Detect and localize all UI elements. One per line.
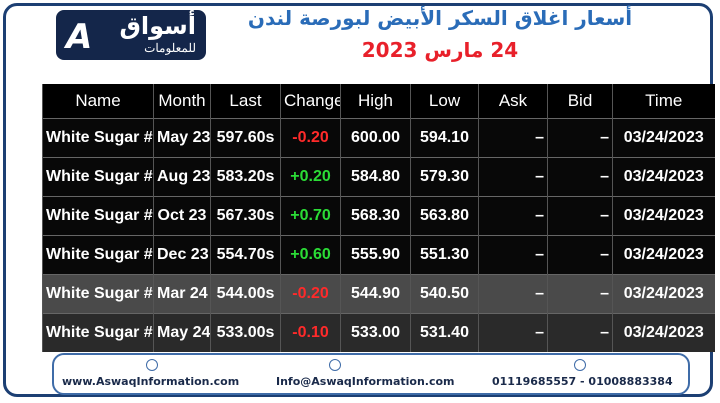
table-cell: White Sugar #5 [42, 274, 154, 314]
column-header: Time [612, 84, 715, 119]
email: Info@AswaqInformation.com [276, 375, 455, 388]
table-cell: – [478, 196, 548, 236]
table-cell: White Sugar #5 [42, 235, 154, 275]
table-cell: Oct 23 [153, 196, 211, 236]
column-header: Ask [478, 84, 548, 119]
table-cell: 544.90 [340, 274, 411, 314]
table-cell: 03/24/2023 [612, 235, 715, 275]
table-cell: 583.20s [210, 157, 281, 197]
table-cell: 03/24/2023 [612, 274, 715, 314]
table-cell: – [547, 118, 613, 158]
table-cell: 533.00s [210, 313, 281, 352]
web-icon [146, 359, 158, 371]
table-row: White Sugar #5 Aug 23 583.20s +0.20 584.80 57… [42, 157, 715, 197]
table-row: White Sugar #5 Mar 24 544.00s -0.20 544.90 54… [42, 274, 715, 314]
table-cell: 03/24/2023 [612, 313, 715, 352]
table-body: White Sugar #5 May 23 597.60s -0.20 600.00 59… [42, 118, 715, 352]
table-cell: White Sugar #5 [42, 118, 154, 158]
table-cell: 533.00 [340, 313, 411, 352]
footer: www.AswaqInformation.com Info@AswaqInfor… [52, 353, 690, 395]
table-cell: White Sugar #5 [42, 313, 154, 352]
table-cell: – [478, 313, 548, 352]
mail-icon [329, 359, 341, 371]
table-cell: +0.70 [280, 196, 341, 236]
table-cell: 03/24/2023 [612, 157, 715, 197]
table-cell: 03/24/2023 [612, 196, 715, 236]
phones: 01119685557 - 01008883384 [492, 375, 673, 388]
table-cell: 568.30 [340, 196, 411, 236]
table-cell: 544.00s [210, 274, 281, 314]
table-cell: Aug 23 [153, 157, 211, 197]
table-cell: 567.30s [210, 196, 281, 236]
table-cell: May 23 [153, 118, 211, 158]
column-header: Month [153, 84, 211, 119]
table-cell: – [547, 235, 613, 275]
table-cell: 531.40 [410, 313, 479, 352]
column-header: High [340, 84, 411, 119]
phone-icon [574, 359, 586, 371]
table-cell: – [547, 157, 613, 197]
table-cell: – [478, 118, 548, 158]
title: أسعار اغلاق السكر الأبيض لبورصة لندن [247, 6, 633, 30]
column-header: Bid [547, 84, 613, 119]
logo: A أسواق للمعلومات [56, 10, 206, 60]
table-cell: White Sugar #5 [42, 157, 154, 197]
table-cell: +0.60 [280, 235, 341, 275]
table-cell: +0.20 [280, 157, 341, 197]
table-row: White Sugar #5 May 23 597.60s -0.20 600.00 59… [42, 118, 715, 158]
table-cell: 540.50 [410, 274, 479, 314]
price-table: Name Month Last Change High Low Ask Bid Time Whi… [42, 84, 715, 352]
table-row: White Sugar #5 May 24 533.00s -0.10 533.00 53… [42, 313, 715, 352]
table-cell: – [478, 274, 548, 314]
table-cell: 551.30 [410, 235, 479, 275]
table-cell: – [547, 196, 613, 236]
table-cell: 555.90 [340, 235, 411, 275]
table-cell: -0.10 [280, 313, 341, 352]
table-cell: 563.80 [410, 196, 479, 236]
table-cell: -0.20 [280, 118, 341, 158]
table-cell: 579.30 [410, 157, 479, 197]
logo-main: أسواق [119, 12, 196, 40]
table-cell: Mar 24 [153, 274, 211, 314]
logo-sub: للمعلومات [144, 41, 196, 55]
table-cell: 03/24/2023 [612, 118, 715, 158]
table-cell: – [547, 274, 613, 314]
table-cell: Dec 23 [153, 235, 211, 275]
table-cell: – [547, 313, 613, 352]
column-header: Low [410, 84, 479, 119]
table-cell: – [478, 157, 548, 197]
table-cell: 554.70s [210, 235, 281, 275]
table-cell: 600.00 [340, 118, 411, 158]
table-row: White Sugar #5 Dec 23 554.70s +0.60 555.90 55… [42, 235, 715, 275]
logo-icon: A [66, 17, 93, 57]
table-cell: – [478, 235, 548, 275]
table-cell: White Sugar #5 [42, 196, 154, 236]
table-cell: May 24 [153, 313, 211, 352]
website: www.AswaqInformation.com [62, 375, 240, 388]
table-cell: -0.20 [280, 274, 341, 314]
header-row: Name Month Last Change High Low Ask Bid Time [42, 84, 715, 119]
column-header: Change [280, 84, 341, 119]
table-cell: 594.10 [410, 118, 479, 158]
column-header: Last [210, 84, 281, 119]
table-cell: 584.80 [340, 157, 411, 197]
column-header: Name [42, 84, 154, 119]
table-row: White Sugar #5 Oct 23 567.30s +0.70 568.30 56… [42, 196, 715, 236]
date: 24 مارس 2023 [361, 38, 519, 62]
table-cell: 597.60s [210, 118, 281, 158]
